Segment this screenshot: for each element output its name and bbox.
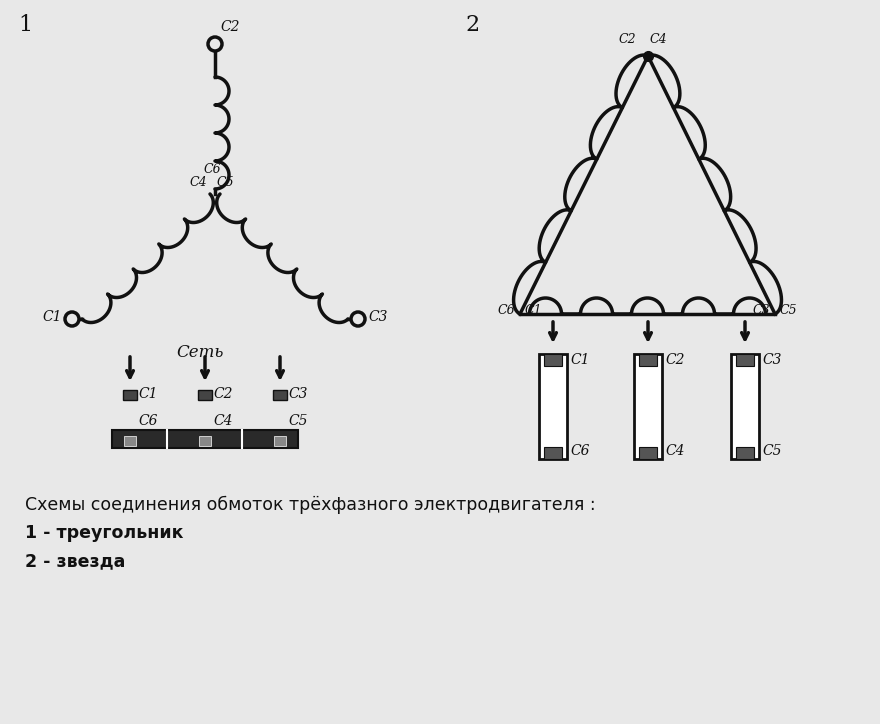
Text: C3: C3 — [752, 305, 770, 318]
Text: C2: C2 — [220, 20, 239, 34]
Text: 1: 1 — [18, 14, 33, 36]
Text: C3: C3 — [368, 310, 387, 324]
Text: C5: C5 — [762, 444, 781, 458]
Text: C5: C5 — [288, 414, 307, 428]
Bar — [736, 354, 754, 366]
Bar — [639, 354, 657, 366]
Bar — [198, 390, 212, 400]
Text: C4: C4 — [213, 414, 232, 428]
Text: C1: C1 — [138, 387, 158, 401]
Text: Схемы соединения обмоток трёхфазного электродвигателя :: Схемы соединения обмоток трёхфазного эле… — [25, 496, 596, 514]
Text: C3: C3 — [288, 387, 307, 401]
Text: C5: C5 — [217, 176, 235, 189]
Bar — [124, 436, 136, 446]
Text: 1 - треугольник: 1 - треугольник — [25, 524, 183, 542]
Text: C6: C6 — [497, 305, 515, 318]
Circle shape — [351, 312, 365, 326]
Text: C4: C4 — [665, 444, 685, 458]
Text: C1: C1 — [570, 353, 590, 367]
Bar — [273, 390, 287, 400]
Text: C2: C2 — [213, 387, 232, 401]
Bar — [544, 447, 562, 459]
Bar — [112, 430, 298, 448]
Bar — [274, 436, 286, 446]
Bar — [199, 436, 211, 446]
Bar — [123, 390, 137, 400]
Text: C1: C1 — [42, 310, 62, 324]
Text: C3: C3 — [762, 353, 781, 367]
Text: C4: C4 — [650, 33, 668, 46]
Text: C2: C2 — [619, 33, 636, 46]
Text: C2: C2 — [665, 353, 685, 367]
Circle shape — [208, 37, 222, 51]
Circle shape — [65, 312, 79, 326]
Bar — [544, 354, 562, 366]
Text: Сеть: Сеть — [176, 344, 224, 361]
Bar — [539, 354, 567, 459]
Text: 2: 2 — [465, 14, 479, 36]
Text: C1: C1 — [525, 305, 543, 318]
Text: C4: C4 — [189, 176, 207, 189]
Text: 2 - звезда: 2 - звезда — [25, 552, 125, 570]
Text: C6: C6 — [203, 163, 221, 176]
Bar — [639, 447, 657, 459]
Text: C6: C6 — [570, 444, 590, 458]
Bar — [731, 354, 759, 459]
Text: C5: C5 — [780, 305, 797, 318]
Bar — [634, 354, 662, 459]
Bar — [736, 447, 754, 459]
Text: C6: C6 — [138, 414, 158, 428]
